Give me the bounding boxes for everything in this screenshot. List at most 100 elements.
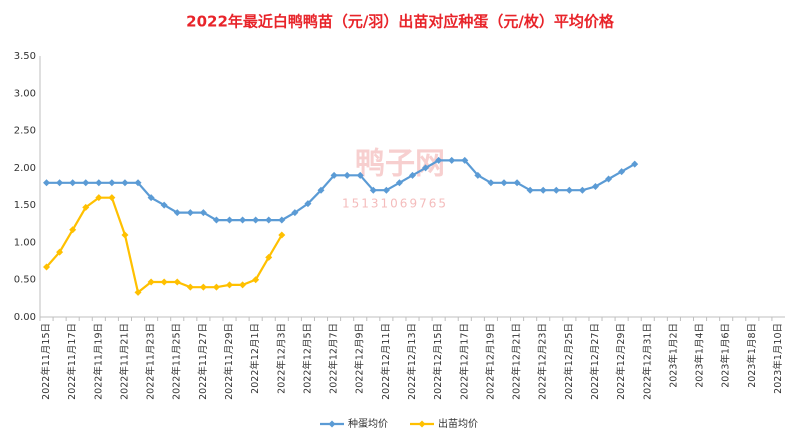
point: [513, 179, 521, 187]
x-tick-label: 2022年11月21日: [118, 323, 130, 400]
point: [252, 276, 260, 284]
x-tick-label: 2022年12月25日: [563, 323, 575, 400]
point: [43, 263, 51, 271]
y-tick-label: 1.50: [14, 200, 36, 211]
point: [461, 156, 469, 164]
x-tick-label: 2022年12月1日: [249, 323, 261, 394]
point: [160, 278, 168, 286]
point: [121, 179, 129, 187]
point: [56, 248, 64, 256]
point: [173, 209, 181, 217]
point: [330, 171, 338, 179]
point: [317, 186, 325, 194]
point: [591, 183, 599, 190]
x-tick-label: 2022年11月25日: [171, 323, 183, 400]
point: [173, 278, 181, 286]
legend-marker: [418, 420, 426, 428]
y-tick-label: 3.50: [14, 51, 36, 62]
watermark: 鸭子网: [355, 147, 445, 182]
series-line: [45, 196, 283, 295]
point: [108, 194, 116, 202]
x-tick-label: 2022年11月17日: [66, 323, 78, 400]
point: [291, 209, 299, 217]
x-tick-label: 2022年12月27日: [589, 323, 601, 400]
point: [160, 201, 168, 209]
point: [239, 281, 247, 289]
point: [605, 175, 613, 183]
watermark-phone: 15131069765: [342, 197, 448, 211]
point: [448, 156, 456, 164]
y-tick-label: 3.00: [14, 88, 36, 99]
legend-label: 出苗均价: [438, 417, 478, 430]
point: [278, 216, 286, 224]
point: [199, 209, 207, 217]
x-tick-label: 2022年12月17日: [458, 323, 470, 400]
x-tick-label: 2023年1月10日: [772, 323, 784, 394]
point: [474, 171, 482, 179]
point: [278, 231, 286, 239]
point: [134, 179, 142, 187]
point: [147, 194, 155, 202]
x-tick-label: 2022年11月15日: [40, 323, 52, 400]
x-tick-label: 2022年12月19日: [484, 323, 496, 400]
point: [212, 283, 220, 291]
point: [226, 216, 234, 224]
x-tick-label: 2022年12月31日: [641, 323, 653, 400]
point: [186, 283, 194, 291]
point: [108, 179, 116, 187]
legend-marker: [328, 420, 336, 428]
x-tick-label: 2022年12月23日: [537, 323, 549, 400]
point: [526, 186, 534, 194]
x-tick-label: 2022年12月3日: [275, 323, 287, 394]
point: [43, 179, 51, 187]
point: [69, 226, 77, 234]
point: [226, 281, 234, 289]
y-tick-label: 1.00: [14, 237, 36, 248]
chart-title: 2022年最近白鸭鸭苗（元/羽）出苗对应种蛋（元/枚）平均价格: [186, 13, 615, 31]
point: [252, 216, 260, 224]
point: [500, 179, 508, 187]
point: [369, 186, 377, 194]
series-line: [46, 159, 636, 222]
x-tick-label: 2022年11月27日: [197, 323, 209, 400]
x-tick-label: 2023年1月8日: [746, 323, 758, 388]
x-tick-label: 2022年12月15日: [432, 323, 444, 400]
point: [82, 203, 90, 211]
point: [343, 171, 351, 179]
point: [265, 216, 273, 224]
y-tick-label: 2.00: [14, 163, 36, 174]
point: [395, 179, 403, 187]
legend-label: 种蛋均价: [348, 417, 388, 430]
point: [69, 179, 77, 187]
x-tick-label: 2022年12月11日: [380, 323, 392, 400]
x-tick-label: 2023年1月4日: [694, 323, 706, 388]
point: [82, 179, 90, 187]
x-tick-label: 2022年12月7日: [328, 323, 340, 394]
point: [212, 216, 220, 224]
point: [56, 179, 64, 187]
x-tick-label: 2022年11月29日: [223, 323, 235, 400]
point: [422, 164, 430, 172]
point: [487, 179, 495, 187]
point: [382, 186, 390, 194]
point: [147, 278, 155, 286]
point: [134, 288, 142, 296]
y-tick-label: 0.00: [14, 312, 36, 323]
x-tick-label: 2022年12月9日: [354, 323, 366, 394]
x-tick-label: 2023年1月6日: [720, 323, 732, 388]
point: [409, 171, 416, 179]
point: [304, 200, 312, 208]
y-tick-label: 2.50: [14, 126, 36, 137]
point: [631, 160, 639, 168]
point: [552, 186, 560, 194]
x-tick-label: 2023年1月2日: [667, 323, 679, 388]
point: [95, 194, 103, 202]
x-tick-label: 2022年12月5日: [301, 323, 313, 394]
x-tick-label: 2022年11月19日: [92, 323, 104, 400]
y-tick-label: 0.50: [14, 275, 36, 286]
point: [186, 209, 194, 217]
x-tick-label: 2022年11月23日: [145, 323, 157, 400]
point: [121, 231, 129, 239]
point: [95, 179, 103, 187]
